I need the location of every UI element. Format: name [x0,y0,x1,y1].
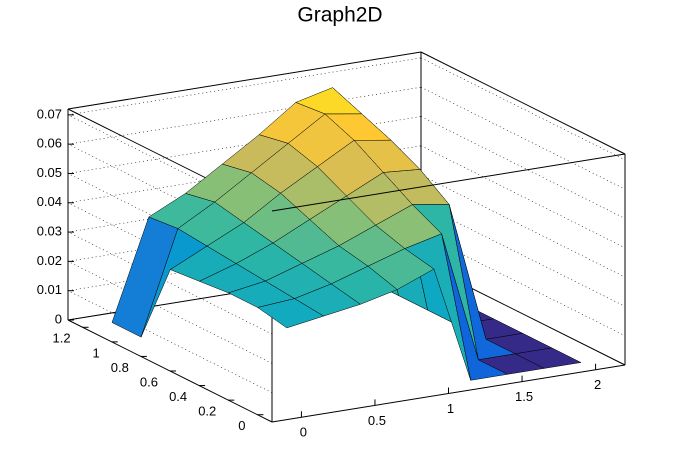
y-tick-label: 0.8 [111,360,129,375]
box-edge [271,153,626,212]
y-tick-label: 1.2 [52,331,70,346]
z-tick-label: 0.07 [37,106,62,121]
surface-cell [257,298,325,329]
grid-line [420,57,626,161]
grid-line [420,116,626,219]
surface-cell [111,216,179,338]
z-tick-label: 0.03 [37,224,62,239]
z-tick-label: 0.02 [37,253,62,268]
x-tick-label: 0 [300,425,307,440]
x-tick-label: 2 [594,377,601,392]
chart-title: Graph2D [297,4,382,27]
box-edge [420,51,626,155]
y-tick-label: 0.2 [198,404,216,419]
grid-line [67,57,422,116]
z-tick-label: 0 [55,311,62,326]
y-tick-label: 0.6 [140,374,158,389]
x-tick-label: 1 [447,401,454,416]
z-tick-label: 0.04 [37,194,62,209]
y-tick-label: 0.4 [169,389,187,404]
z-tick-label: 0.05 [37,165,62,180]
y-tick-label: 1 [92,345,99,360]
box-edge [67,51,422,110]
grid-line [67,290,273,393]
x-tick-label: 0.5 [368,413,386,428]
x-tick-label: 1.5 [515,389,533,404]
y-tick-label: 0 [238,418,245,433]
z-tick-label: 0.06 [37,136,62,151]
z-tick-label: 0.01 [37,282,62,297]
